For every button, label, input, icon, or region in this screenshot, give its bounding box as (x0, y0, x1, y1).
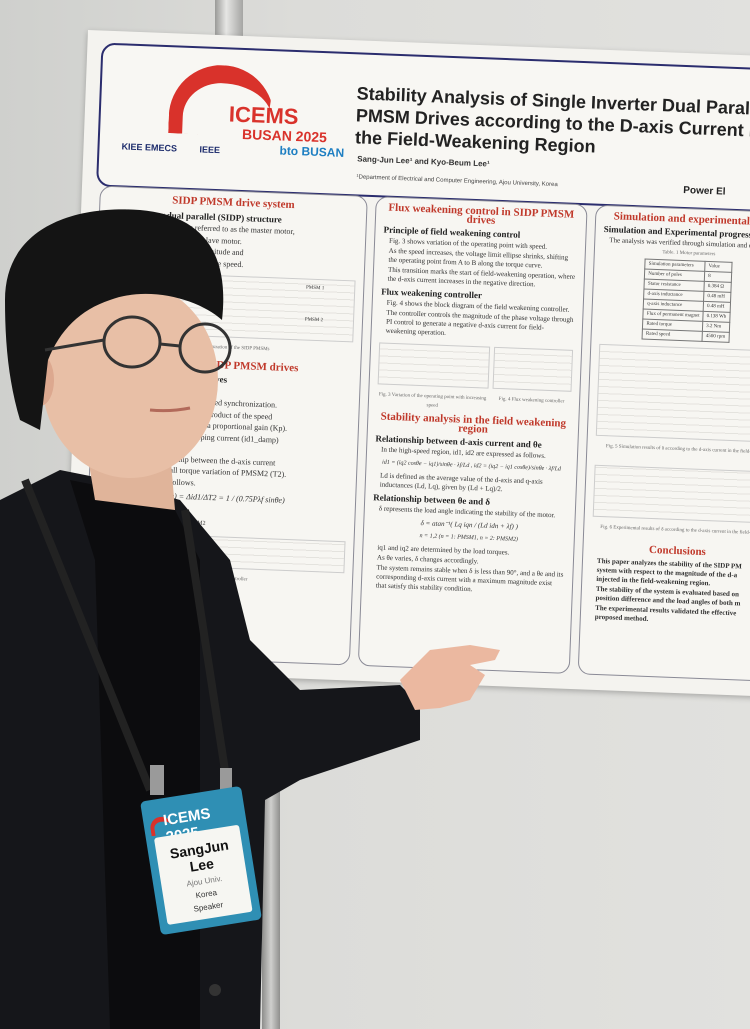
jacket-button (209, 984, 221, 996)
mouth (149, 406, 191, 413)
hand (400, 645, 500, 710)
lanyard (21, 478, 232, 792)
name-badge: ICEMS 2025 SangJun Lee Ajou Univ. Korea … (140, 785, 262, 936)
jacket (0, 470, 420, 1029)
lanyard-clip (150, 765, 164, 795)
badge-card: SangJun Lee Ajou Univ. Korea Speaker (153, 824, 253, 926)
face (42, 282, 218, 478)
hair (5, 209, 224, 430)
glasses-icon (44, 315, 232, 374)
